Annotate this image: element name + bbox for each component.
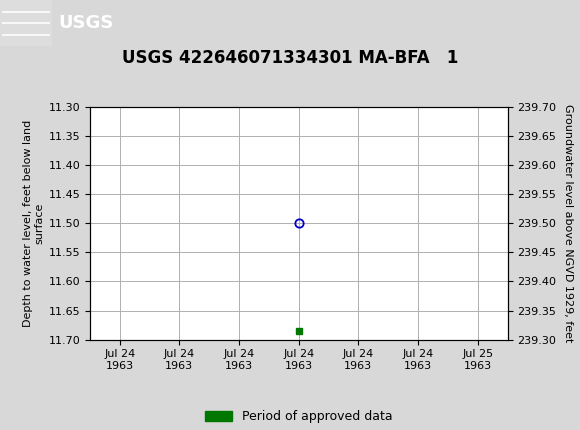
Text: USGS: USGS — [58, 14, 113, 32]
Y-axis label: Groundwater level above NGVD 1929, feet: Groundwater level above NGVD 1929, feet — [563, 104, 573, 342]
Legend: Period of approved data: Period of approved data — [200, 405, 398, 428]
Y-axis label: Depth to water level, feet below land
surface: Depth to water level, feet below land su… — [23, 120, 44, 327]
Text: USGS 422646071334301 MA-BFA   1: USGS 422646071334301 MA-BFA 1 — [122, 49, 458, 67]
Bar — [0, 0, 52, 46]
